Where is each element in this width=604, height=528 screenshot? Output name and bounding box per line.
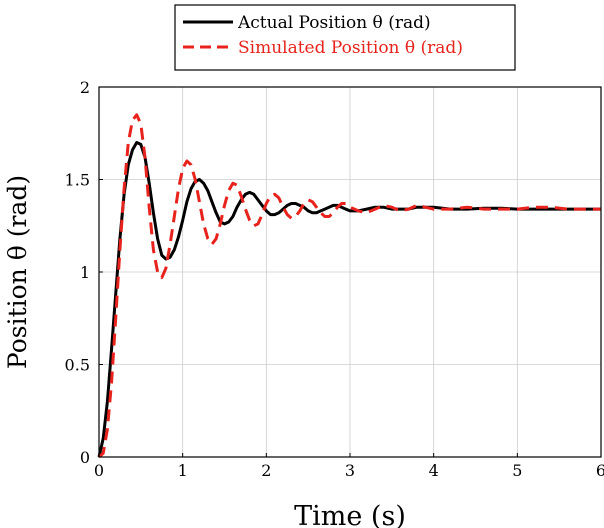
x-tick-label: 6: [596, 461, 604, 480]
y-tick-label: 2: [80, 78, 90, 97]
x-tick-label: 4: [429, 461, 439, 480]
x-axis-label: Time (s): [294, 501, 406, 528]
x-tick-label: 1: [178, 461, 188, 480]
legend-box: [174, 4, 516, 71]
y-tick-label: 0.5: [65, 356, 90, 375]
y-axis-label: Position θ (rad): [3, 175, 32, 369]
legend: Actual Position θ (rad) Simulated Positi…: [174, 4, 516, 71]
legend-label-actual: Actual Position θ (rad): [237, 13, 431, 33]
legend-label-simulated: Simulated Position θ (rad): [238, 38, 463, 58]
grid: [99, 87, 601, 457]
y-tick-label: 1.5: [65, 171, 90, 190]
series-line-simulated: [98, 113, 601, 459]
x-tick-label: 0: [94, 461, 104, 480]
x-tick-label: 2: [261, 461, 271, 480]
x-tick-label: 5: [512, 461, 522, 480]
y-tick-label: 1: [80, 263, 90, 282]
tick-labels: 0 1 2 3 4 5 6 0 0.5 1 1.5 2: [65, 78, 604, 480]
x-tick-label: 3: [345, 461, 355, 480]
y-tick-label: 0: [80, 448, 90, 467]
series-layer: [97, 113, 601, 459]
